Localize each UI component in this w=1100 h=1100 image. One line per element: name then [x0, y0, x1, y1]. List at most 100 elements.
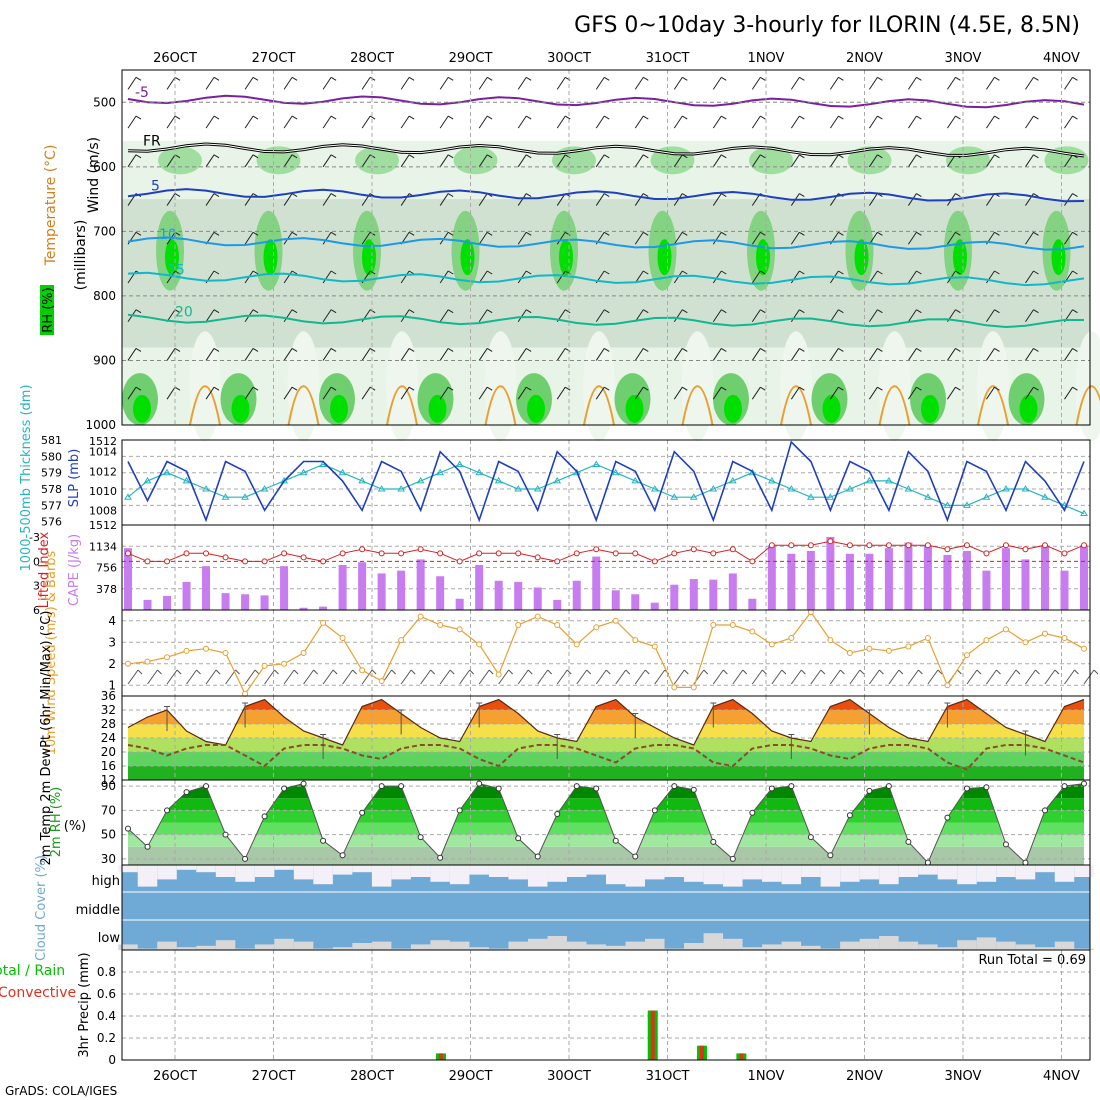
cloud-high-gap [566, 865, 587, 877]
cape-bar [826, 536, 835, 610]
date-label-top: 31OCT [646, 51, 690, 66]
cloud-tick: low [98, 931, 121, 946]
wind-barb [166, 115, 181, 129]
rh-point [144, 843, 151, 850]
rh-blob-bright [854, 239, 869, 276]
wind-barb [166, 309, 181, 323]
rh-point [963, 785, 970, 792]
cloud-low-bar [176, 947, 197, 950]
isotherm-line [127, 94, 1085, 109]
wind-barb [712, 386, 727, 400]
thickness-point [924, 493, 932, 500]
cloud-low-bar [762, 944, 782, 950]
wind-barb [517, 386, 532, 400]
wind-barb [634, 115, 649, 129]
thickness-point [1080, 509, 1088, 517]
cloud-low-bar [840, 941, 860, 950]
wind-barb [712, 193, 727, 206]
cloud-high-gap [723, 865, 743, 887]
temp2m-label: 2m Temp 2m DewPt (6hr Min/Max) (°C) [39, 611, 54, 866]
date-label-top: 2NOV [846, 51, 883, 66]
wind-barb [361, 348, 376, 361]
li-point [320, 558, 327, 565]
rh-band [128, 846, 1084, 865]
wind-barb [947, 348, 961, 361]
wind-barb [478, 270, 493, 284]
cloud-high-gap [937, 865, 958, 880]
wind10m-barb [634, 669, 650, 685]
li-point [281, 550, 288, 557]
wind-barb [595, 154, 610, 168]
cloud-high-gap [996, 865, 1016, 877]
wind10m-barb [771, 669, 787, 685]
cloud-high-gap [118, 865, 138, 873]
li-point [300, 554, 307, 561]
wind-barb [283, 193, 298, 206]
wind-barb [595, 309, 610, 323]
cloud-low-bar [820, 948, 841, 950]
temp-tick: 36 [101, 689, 116, 703]
wind-barb [439, 348, 454, 361]
surface-isotherm [977, 385, 1009, 426]
cape-bar [689, 579, 698, 610]
wind10m-point [905, 643, 912, 650]
wind-barb [751, 386, 766, 400]
surface-isotherm [484, 385, 517, 426]
wind-barb [751, 115, 766, 129]
rh-point [261, 813, 268, 820]
slp-tick: 1512 [89, 435, 117, 448]
cape-bar [904, 542, 913, 610]
rh-point [495, 785, 502, 792]
cape-bar [241, 594, 250, 610]
wind10m-point [281, 660, 288, 667]
cape-bar [143, 599, 152, 610]
li-point [983, 550, 990, 557]
rh-blob-low-bright [527, 394, 545, 423]
wind-barb [166, 270, 181, 284]
isotherm-label: FR [143, 133, 161, 149]
wind-barb [986, 115, 1000, 129]
wind-barb [986, 270, 1000, 284]
thickness-point [767, 476, 776, 484]
wind-barb [478, 76, 493, 90]
rh-blob-bright [1051, 239, 1066, 276]
cape-bar [202, 566, 211, 610]
wind-barb [1025, 270, 1039, 284]
wind10m-barb [1083, 669, 1099, 685]
wind10m-barb [966, 669, 982, 685]
wind-barb [283, 76, 298, 90]
thickness-point [436, 468, 445, 476]
cape-bar [338, 565, 347, 610]
wind-barb [322, 193, 337, 206]
cloud-high-gap [820, 865, 841, 887]
rh-blob-upper [946, 146, 990, 175]
rh-blob-low-bright [231, 394, 250, 423]
wind-barb [595, 386, 610, 400]
wind-barb [947, 386, 961, 400]
wind-barb [712, 76, 727, 90]
precip-convective-bar [739, 1053, 744, 1060]
wind10m-point [398, 637, 405, 644]
temp2m-grid [122, 696, 1090, 780]
wind10m-barb [868, 669, 884, 685]
wind10m-point [612, 617, 619, 624]
wind-barb [1025, 76, 1039, 90]
cloud-low-bar [879, 936, 899, 950]
minmax-bar [632, 713, 639, 738]
rh2m-ytick-labels: 30 50 70 90 (%) [64, 779, 116, 866]
cape-bar [884, 548, 893, 610]
thickness-point [982, 493, 991, 500]
lifted-index-line [122, 538, 1090, 565]
li-point [944, 546, 951, 553]
rh-point [632, 853, 639, 860]
rh-point [534, 853, 541, 860]
cape-bar [845, 553, 854, 610]
rh-point [398, 783, 405, 790]
wind-barb [439, 193, 454, 206]
rh2m-label: 2m RH (%) [49, 787, 64, 858]
cloud-low-bar [508, 941, 528, 950]
li-point [359, 546, 366, 553]
cloud-low-bar [586, 944, 606, 950]
wind-barb [673, 386, 688, 400]
date-label-top: 3NOV [945, 51, 982, 66]
